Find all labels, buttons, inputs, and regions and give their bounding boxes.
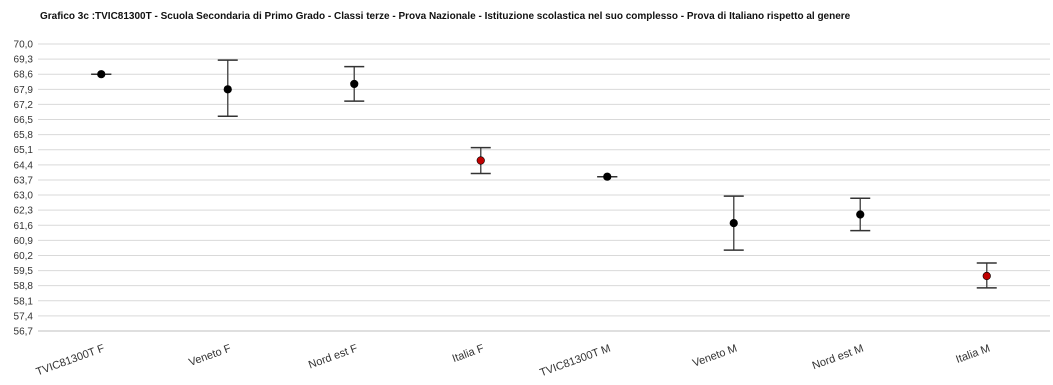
y-tick-label: 65,8 <box>14 130 34 141</box>
data-point <box>97 70 106 79</box>
x-tick-label: Nord est M <box>811 343 866 373</box>
x-tick-label: Nord est F <box>307 342 360 371</box>
x-tick-label: Veneto F <box>187 342 233 368</box>
y-tick-label: 65,1 <box>14 145 34 156</box>
x-tick-label: TVIC81300T F <box>35 342 107 378</box>
y-tick-label: 58,1 <box>14 296 34 307</box>
data-point <box>982 271 991 281</box>
y-tick-label: 60,2 <box>14 251 34 262</box>
y-tick-label: 63,0 <box>14 191 34 202</box>
chart-title: Grafico 3c :TVIC81300T - Scuola Secondar… <box>40 11 851 22</box>
y-tick-label: 61,6 <box>14 221 34 232</box>
x-tick-label: Italia M <box>954 343 991 366</box>
data-point <box>223 85 232 94</box>
y-tick-label: 67,9 <box>14 85 34 96</box>
y-tick-label: 62,3 <box>14 206 34 217</box>
y-tick-label: 67,2 <box>14 100 34 111</box>
y-tick-label: 58,8 <box>14 281 34 292</box>
y-tick-label: 69,3 <box>14 55 34 66</box>
data-point <box>603 172 612 181</box>
x-tick-label: Italia F <box>451 342 486 365</box>
y-tick-label: 57,4 <box>14 311 34 322</box>
data-point <box>856 210 865 219</box>
y-tick-label: 68,6 <box>14 70 34 81</box>
y-tick-label: 59,5 <box>14 266 34 277</box>
y-tick-label: 66,5 <box>14 115 34 126</box>
y-tick-label: 70,0 <box>14 40 34 51</box>
y-tick-label: 60,9 <box>14 236 34 247</box>
y-tick-label: 64,4 <box>14 160 34 171</box>
data-point <box>729 219 738 228</box>
y-tick-label: 63,7 <box>14 175 34 186</box>
data-point <box>350 79 359 89</box>
data-point <box>476 156 485 165</box>
y-tick-label: 56,7 <box>14 327 34 338</box>
x-tick-label: Veneto M <box>691 343 739 370</box>
x-tick-label: TVIC81300T M <box>538 343 612 380</box>
